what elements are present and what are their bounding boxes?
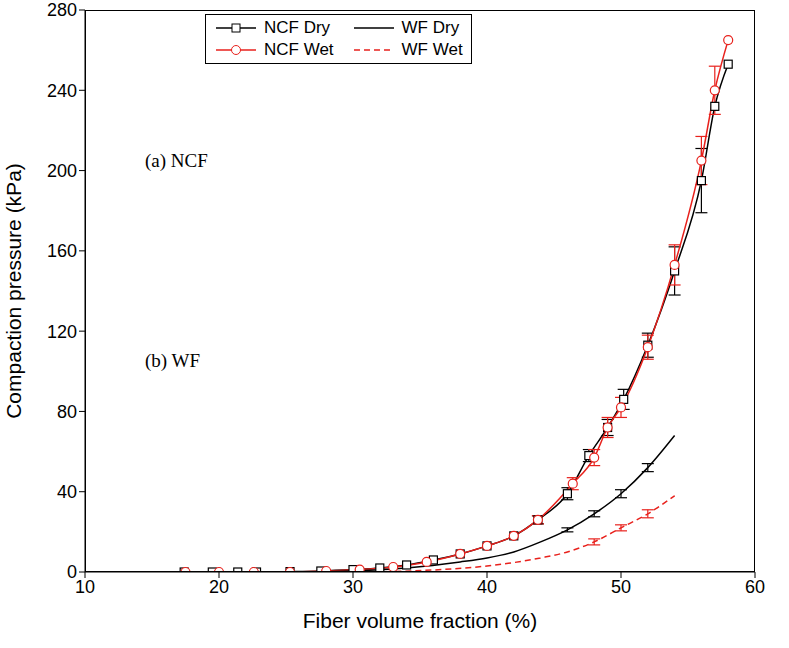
svg-text:60: 60 — [745, 577, 765, 597]
svg-text:280: 280 — [47, 0, 77, 20]
svg-text:50: 50 — [611, 577, 631, 597]
html-text:(a) NCF: (a) NCF — [145, 150, 208, 171]
html-text:(b) WF: (b) WF — [145, 350, 201, 371]
svg-text:240: 240 — [47, 81, 77, 101]
svg-text:Compaction pressure (kPa): Compaction pressure (kPa) — [2, 163, 25, 419]
svg-text:80: 80 — [57, 402, 77, 422]
svg-text:120: 120 — [47, 322, 77, 342]
svg-text:30: 30 — [343, 577, 363, 597]
html-text:NCF Wet: NCF Wet — [264, 40, 334, 59]
svg-text:160: 160 — [47, 241, 77, 261]
svg-text:200: 200 — [47, 161, 77, 181]
svg-text:Fiber volume fraction (%): Fiber volume fraction (%) — [303, 609, 538, 632]
html-text:WF Dry: WF Dry — [401, 18, 460, 37]
svg-text:40: 40 — [57, 482, 77, 502]
html-text:NCF Dry: NCF Dry — [264, 18, 331, 37]
svg-text:40: 40 — [477, 577, 497, 597]
svg-text:0: 0 — [67, 562, 77, 582]
html-text:WF Wet: WF Wet — [401, 40, 463, 59]
svg-text:20: 20 — [209, 577, 229, 597]
svg-text:10: 10 — [75, 577, 95, 597]
